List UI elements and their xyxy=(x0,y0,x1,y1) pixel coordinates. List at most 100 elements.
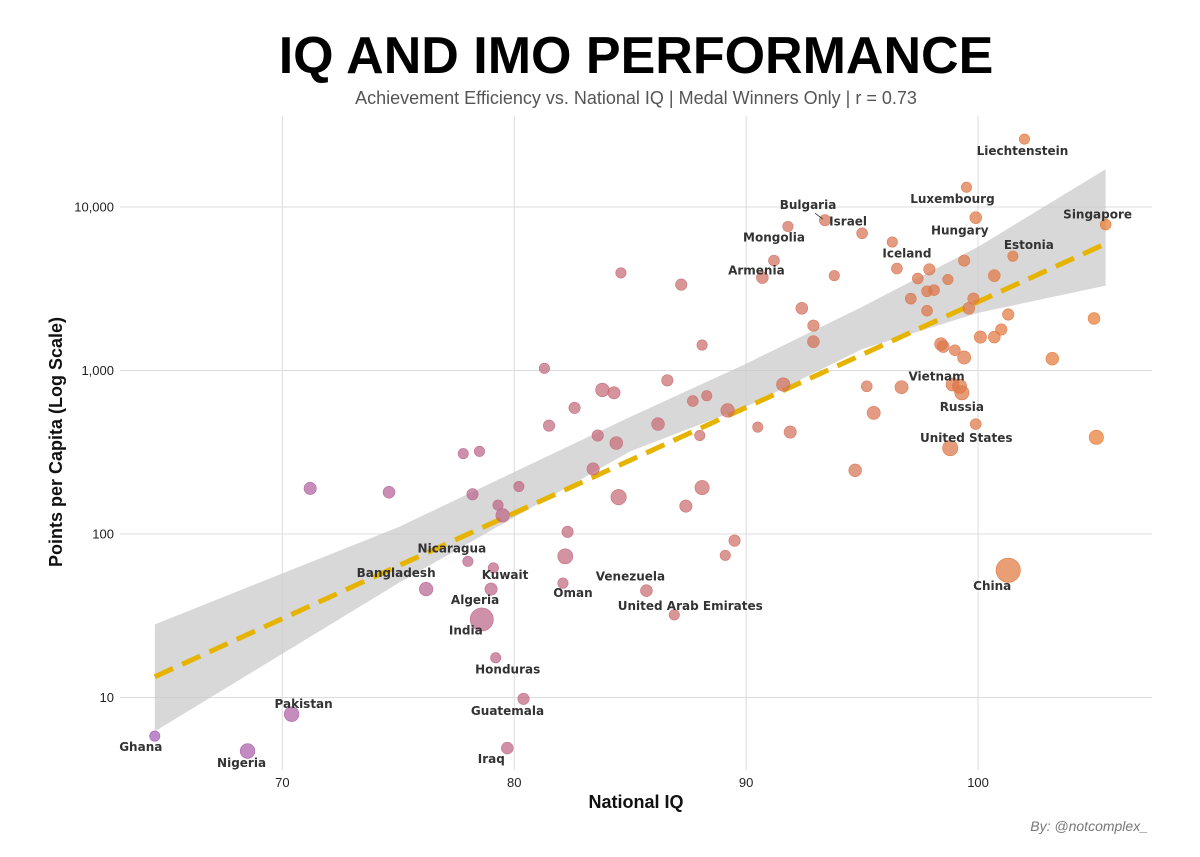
data-point xyxy=(828,270,840,282)
point-label: Nigeria xyxy=(217,756,266,770)
data-point xyxy=(891,262,903,275)
data-point xyxy=(756,271,769,284)
data-point xyxy=(568,401,581,414)
data-point xyxy=(595,382,610,398)
point-label: Ghana xyxy=(119,740,162,754)
point-label: Luxembourg xyxy=(910,192,994,206)
data-point xyxy=(694,480,710,496)
data-point xyxy=(960,181,972,193)
data-point xyxy=(905,292,917,305)
confidence-band xyxy=(154,169,1106,732)
point-label: Singapore xyxy=(1063,208,1132,222)
data-point xyxy=(719,549,731,561)
data-point xyxy=(462,555,474,567)
axes: 70 80 90 100 10 100 1,000 10,000 xyxy=(74,199,989,790)
data-point xyxy=(912,272,924,285)
data-point xyxy=(640,584,653,597)
y-tick-label: 100 xyxy=(92,526,114,541)
data-point xyxy=(860,380,873,393)
data-point xyxy=(928,284,940,296)
data-point xyxy=(513,481,525,493)
data-point xyxy=(457,448,469,460)
point-label: Pakistan xyxy=(275,697,333,711)
data-point xyxy=(303,481,317,495)
data-point xyxy=(419,582,434,597)
data-point xyxy=(752,421,764,433)
label-connector xyxy=(814,212,824,220)
data-point xyxy=(473,445,485,457)
data-point xyxy=(720,403,735,418)
data-point xyxy=(1002,308,1015,321)
data-points xyxy=(149,133,1112,759)
data-point xyxy=(886,236,898,248)
point-label: Nicaragua xyxy=(418,541,487,555)
data-point xyxy=(866,406,881,420)
data-point xyxy=(1088,429,1104,445)
data-point xyxy=(942,440,959,457)
data-point xyxy=(967,292,980,305)
data-point xyxy=(776,377,791,392)
point-label: India xyxy=(449,623,483,637)
data-point xyxy=(1087,312,1101,325)
grid-lines xyxy=(120,116,1152,770)
x-tick-label: 100 xyxy=(967,775,989,790)
data-point xyxy=(819,214,832,227)
point-label: Liechtenstein xyxy=(977,144,1069,158)
data-point xyxy=(807,335,820,348)
data-point xyxy=(782,220,794,232)
data-point xyxy=(937,340,950,353)
data-point xyxy=(469,607,494,632)
trend-line-path xyxy=(153,241,1107,680)
point-label: Honduras xyxy=(475,663,540,677)
data-point xyxy=(517,692,530,705)
data-point xyxy=(661,374,674,387)
data-point xyxy=(149,730,161,742)
data-point xyxy=(954,385,970,401)
data-point xyxy=(615,267,627,279)
data-point xyxy=(283,706,300,722)
chart-title: IQ AND IMO PERFORMANCE xyxy=(278,27,994,85)
point-label: Bulgaria xyxy=(780,198,837,212)
point-label: Armenia xyxy=(728,264,785,278)
data-point xyxy=(557,577,569,589)
data-point xyxy=(988,269,1001,282)
data-point xyxy=(969,418,982,430)
point-label: Estonia xyxy=(1004,238,1054,252)
data-point xyxy=(942,273,954,285)
data-point xyxy=(988,330,1001,344)
point-label: Mongolia xyxy=(743,231,805,245)
data-point xyxy=(607,386,621,400)
point-label: Israel xyxy=(829,214,867,228)
confidence-band-area xyxy=(154,169,1106,732)
data-point xyxy=(973,330,987,344)
point-label: Kuwait xyxy=(482,568,529,582)
data-point xyxy=(768,254,780,267)
data-point xyxy=(651,417,665,431)
data-point xyxy=(694,430,706,442)
point-label: United States xyxy=(920,431,1013,445)
data-point xyxy=(995,323,1008,336)
data-point xyxy=(466,488,479,501)
point-label: Vietnam xyxy=(908,370,964,384)
point-label: Venezuela xyxy=(596,570,665,584)
y-tick-label: 1,000 xyxy=(81,363,114,378)
data-point xyxy=(561,525,574,538)
data-point xyxy=(795,302,809,315)
data-point xyxy=(675,278,688,291)
data-point xyxy=(958,254,971,267)
data-point xyxy=(679,499,693,513)
data-point xyxy=(949,344,961,356)
data-point xyxy=(696,339,708,351)
data-point xyxy=(728,534,741,547)
point-label: Russia xyxy=(940,400,984,414)
y-tick-label: 10 xyxy=(100,690,114,705)
data-point xyxy=(557,548,574,565)
point-label: China xyxy=(973,579,1011,593)
data-point xyxy=(382,485,396,499)
data-point xyxy=(501,741,514,755)
credit-text: By: @notcomplex_ xyxy=(1030,818,1148,834)
data-point xyxy=(484,582,498,596)
y-axis-title: Points per Capita (Log Scale) xyxy=(46,317,66,567)
data-point xyxy=(921,304,933,317)
